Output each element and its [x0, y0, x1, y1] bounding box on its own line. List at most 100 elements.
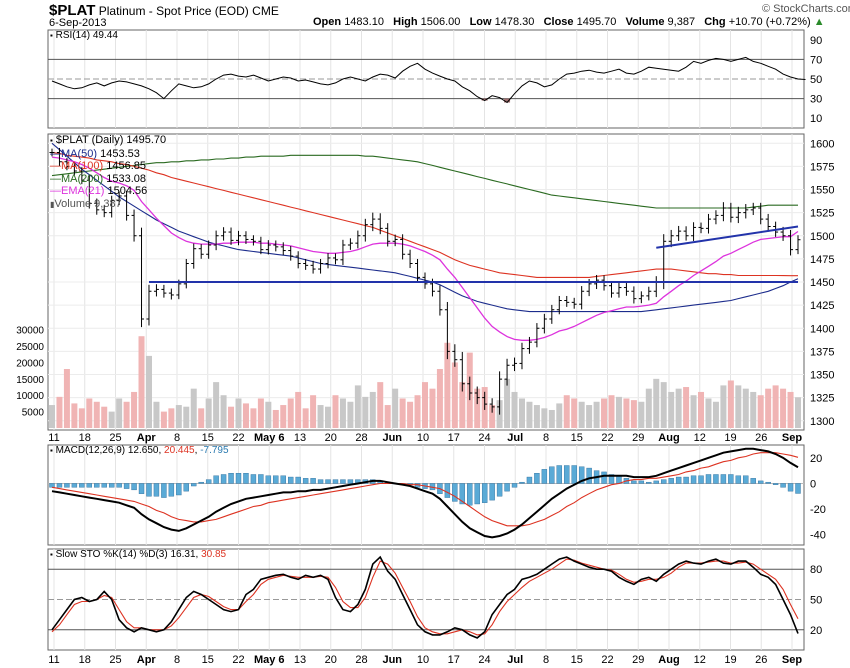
- volume-bar: [354, 385, 361, 428]
- volume-bar: [727, 380, 734, 428]
- macd-hist-bar: [705, 474, 712, 484]
- volume-bar: [526, 401, 533, 428]
- price-x-tick-label: 25: [109, 432, 121, 444]
- rsi-oversold-fill: [504, 98, 511, 103]
- volume-bar: [712, 401, 719, 428]
- volume-bar: [444, 342, 451, 428]
- volume-bar: [138, 336, 145, 428]
- price-x-tick-label: Jul: [507, 432, 523, 444]
- stoch-x-tick-label: Sep: [782, 654, 802, 666]
- price-tick-label: 1525: [810, 208, 834, 220]
- volume-bar: [630, 400, 637, 428]
- volume-bar: [780, 388, 787, 428]
- volume-bar: [429, 388, 436, 428]
- macd-tick-label: -40: [810, 530, 826, 542]
- volume-bar: [325, 406, 332, 428]
- volume-bar: [742, 388, 749, 428]
- volume-bar: [384, 405, 391, 428]
- volume-bar: [93, 401, 100, 428]
- rsi-tick-label: 30: [810, 94, 822, 106]
- volume-bar: [414, 395, 421, 428]
- price-tick-label: 1325: [810, 393, 834, 405]
- price-x-tick-label: Sep: [782, 432, 802, 444]
- macd-hist-bar: [653, 480, 659, 484]
- macd-hist-bar: [94, 483, 100, 488]
- volume-bar: [623, 398, 630, 428]
- macd-hist-bar: [750, 478, 756, 484]
- macd-hist-bar: [235, 473, 242, 484]
- volume-tick-label: 30000: [16, 326, 44, 337]
- stoch-x-tick-label: 25: [109, 654, 121, 666]
- macd-hist-bar: [131, 483, 137, 491]
- price-x-tick-label: May 6: [254, 432, 285, 444]
- macd-hist-bar: [228, 473, 234, 484]
- volume-bar: [593, 401, 600, 428]
- price-legend: ▪ $PLAT (Daily) 1495.70 —MA(50) 1453.53 …: [50, 134, 166, 211]
- volume-bar: [683, 387, 690, 428]
- volume-bar: [541, 408, 548, 428]
- macd-panel: [47, 444, 805, 546]
- price-tick-label: 1600: [810, 138, 834, 150]
- up-arrow-icon: ▲: [813, 16, 825, 28]
- instrument-desc: - Spot Price (EOD): [148, 4, 249, 18]
- price-tick-label: 1300: [810, 416, 834, 428]
- price-tick-label: 1575: [810, 161, 834, 173]
- volume-bar: [265, 401, 272, 428]
- stoch-x-tick-label: 24: [478, 654, 490, 666]
- macd-hist-bar: [302, 478, 309, 484]
- stoch-legend: ▪ Slow STO %K(14) %D(3) 16.31, 30.85: [50, 549, 227, 560]
- macd-hist-bar: [161, 483, 167, 498]
- volume-bar: [175, 405, 182, 428]
- price-x-tick-label: 13: [294, 432, 306, 444]
- legend-ema21: —EMA(21) 1504.56: [50, 185, 148, 197]
- volume-bar: [750, 391, 757, 428]
- volume-tick-label: 10000: [16, 391, 44, 402]
- legend-price: ▪ $PLAT (Daily) 1495.70: [50, 134, 167, 146]
- volume-bar: [49, 405, 55, 428]
- volume-bar: [511, 391, 518, 428]
- macd-hist-bar: [64, 483, 70, 488]
- stoch-x-tick-label: 28: [355, 654, 367, 666]
- ma100-line: [51, 151, 798, 278]
- macd-hist-bar: [168, 483, 175, 497]
- macd-hist-bar: [183, 483, 189, 492]
- volume-bar: [601, 398, 608, 428]
- volume-bar: [615, 396, 622, 428]
- stoch-x-tick-label: 8: [174, 654, 180, 666]
- price-x-tick-label: 22: [601, 432, 613, 444]
- instrument-name: Platinum: [98, 4, 146, 18]
- rsi-tick-label: 70: [810, 54, 822, 66]
- volume-bar: [153, 401, 160, 428]
- volume-bar: [377, 382, 384, 428]
- macd-hist-bar: [549, 466, 555, 484]
- volume-tick-label: 15000: [16, 375, 44, 386]
- volume-bar: [556, 403, 563, 428]
- stoch-x-tick-label: 29: [632, 654, 644, 666]
- macd-hist-bar: [511, 483, 518, 488]
- price-x-tick-label: 18: [79, 432, 91, 444]
- volume-bar: [131, 391, 138, 428]
- ema21-line: [51, 156, 799, 341]
- price-x-tick-label: 8: [543, 432, 549, 444]
- macd-hist-bar: [564, 465, 570, 484]
- volume-bar: [63, 369, 70, 428]
- volume-bar: [235, 398, 242, 428]
- macd-hist-bar: [631, 480, 637, 484]
- macd-hist-bar: [519, 481, 525, 484]
- stoch-x-tick-label: 8: [543, 654, 549, 666]
- macd-hist-bar: [675, 476, 682, 484]
- macd-hist-bar: [713, 474, 719, 484]
- macd-hist-bar: [780, 483, 786, 488]
- macd-hist-bar: [176, 483, 182, 496]
- macd-hist-bar: [280, 475, 286, 484]
- macd-hist-bar: [101, 483, 107, 488]
- macd-hist-bar: [571, 465, 577, 484]
- price-x-tick-label: 29: [632, 432, 644, 444]
- volume-bar: [302, 408, 309, 428]
- volume-bar: [220, 395, 227, 428]
- volume-bar: [71, 403, 78, 428]
- macd-hist-bar: [116, 483, 122, 488]
- macd-hist-bar: [459, 483, 465, 505]
- macd-hist-bar: [205, 479, 212, 484]
